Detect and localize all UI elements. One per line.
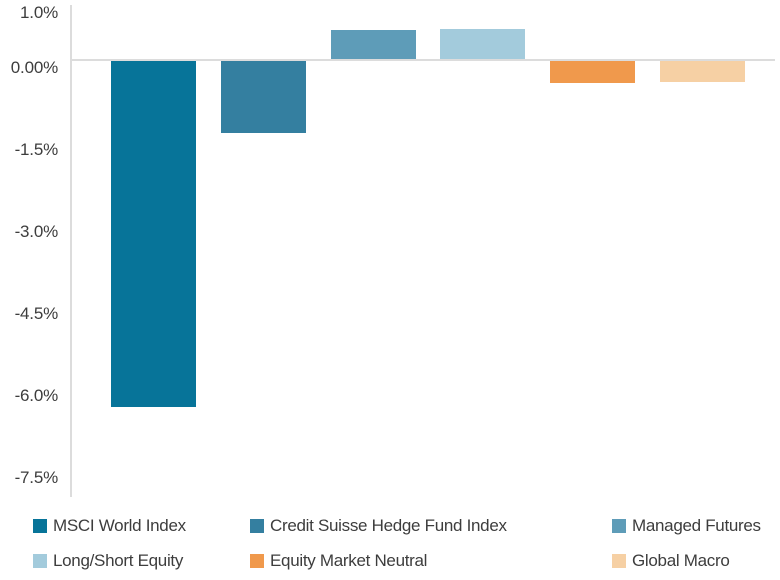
legend-swatch-credit-suisse-hedge-fund-index (250, 519, 264, 533)
legend-item-msci-world-index: MSCI World Index (33, 516, 186, 536)
legend: MSCI World Index Credit Suisse Hedge Fund… (0, 505, 780, 580)
zero-gridline (70, 59, 775, 61)
legend-swatch-managed-futures (612, 519, 626, 533)
bar-msci-world-index (111, 61, 196, 407)
legend-item-credit-suisse-hedge-fund-index: Credit Suisse Hedge Fund Index (250, 516, 507, 536)
legend-label: Global Macro (632, 551, 730, 570)
y-tick-label-1-5: -1.5% (14, 139, 59, 159)
y-tick-label-7-5: -7.5% (14, 467, 59, 487)
legend-item-global-macro: Global Macro (612, 551, 730, 571)
bar-managed-futures (331, 30, 416, 59)
legend-item-long-short-equity: Long/Short Equity (33, 551, 183, 571)
legend-label: Credit Suisse Hedge Fund Index (270, 516, 507, 535)
legend-label: Long/Short Equity (53, 551, 184, 570)
legend-label: MSCI World Index (53, 516, 186, 535)
y-tick-label-0-00: 0.00% (10, 57, 58, 77)
bar-global-macro (660, 61, 745, 82)
legend-swatch-msci-world-index (33, 519, 47, 533)
bar-credit-suisse-hedge-fund-index (221, 61, 306, 133)
legend-swatch-long-short-equity (33, 554, 47, 568)
bar-equity-market-neutral (550, 61, 635, 83)
y-tick-label-6-0: -6.0% (14, 385, 59, 405)
legend-label: Managed Futures (632, 516, 761, 535)
legend-item-managed-futures: Managed Futures (612, 516, 761, 536)
y-tick-label-4-5: -4.5% (14, 303, 59, 323)
plot-area: 1.0% 0.00% -1.5% -3.0% -4.5% -6.0% -7.5% (10, 3, 775, 497)
legend-label: Equity Market Neutral (270, 551, 428, 570)
bar-long-short-equity (440, 29, 525, 59)
legend-swatch-equity-market-neutral (250, 554, 264, 568)
y-tick-label-1-0: 1.0% (20, 3, 58, 22)
legend-swatch-global-macro (612, 554, 626, 568)
y-tick-label-3-0: -3.0% (14, 221, 59, 241)
legend-item-equity-market-neutral: Equity Market Neutral (250, 551, 427, 571)
y-axis-line (70, 5, 72, 497)
